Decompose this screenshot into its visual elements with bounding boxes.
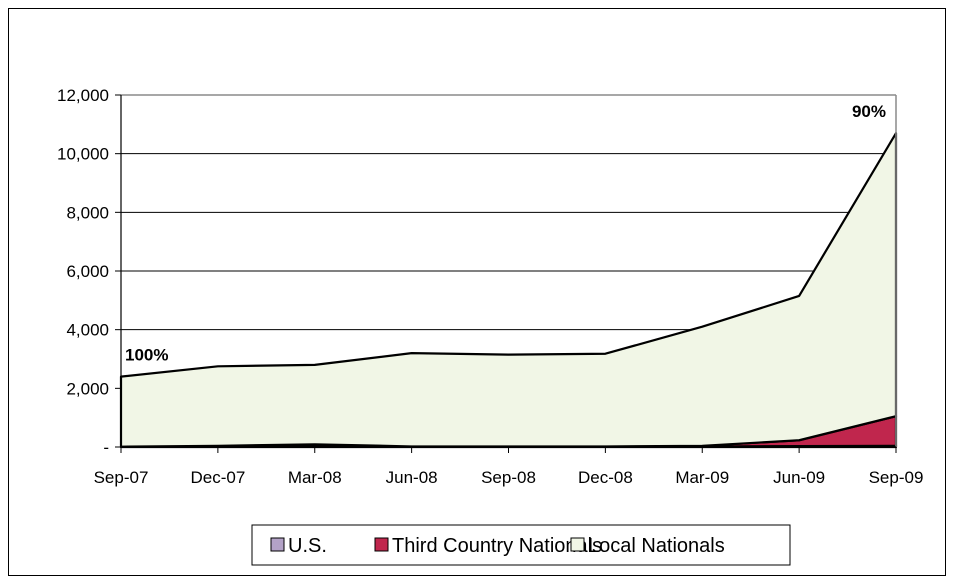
x-tick-label: Jun-08 bbox=[386, 468, 438, 487]
legend-label: Third Country Nationals bbox=[392, 535, 602, 557]
y-tick-label: 4,000 bbox=[66, 321, 109, 340]
legend-swatch bbox=[270, 537, 285, 552]
chart-svg: - 2,000 4,000 6,000 8,000 10,000 12,000 Sep-07 D… bbox=[57, 86, 923, 566]
annotation-label: 100% bbox=[125, 346, 168, 365]
legend-swatch bbox=[570, 537, 585, 552]
tick-labels: - 2,000 4,000 6,000 8,000 10,000 12,000 Sep-07 D… bbox=[57, 86, 923, 487]
axes bbox=[115, 94, 897, 453]
x-tick-label: Mar-08 bbox=[288, 468, 342, 487]
x-tick-label: Dec-08 bbox=[578, 468, 633, 487]
x-tick-label: Sep-09 bbox=[869, 468, 924, 487]
y-tick-label: 6,000 bbox=[66, 262, 109, 281]
x-tick-label: Mar-09 bbox=[675, 468, 729, 487]
x-tick-label: Sep-08 bbox=[481, 468, 536, 487]
legend-swatch bbox=[374, 537, 389, 552]
annotations: 100% 90% bbox=[125, 102, 886, 364]
legend-label: Local Nationals bbox=[588, 535, 725, 557]
x-tick-label: Jun-09 bbox=[773, 468, 825, 487]
y-tick-label: 10,000 bbox=[57, 145, 109, 164]
area-series bbox=[119, 132, 898, 449]
legend-box bbox=[251, 524, 791, 566]
y-tick-label: 12,000 bbox=[57, 86, 109, 105]
y-tick-label: 2,000 bbox=[66, 379, 109, 398]
x-tick-label: Dec-07 bbox=[190, 468, 245, 487]
chart-frame: - 2,000 4,000 6,000 8,000 10,000 12,000 Sep-07 D… bbox=[8, 8, 946, 576]
y-tick-label: 8,000 bbox=[66, 203, 109, 222]
annotation-label: 90% bbox=[852, 102, 886, 121]
area-local-nationals bbox=[119, 132, 898, 448]
y-tick-label: - bbox=[103, 438, 109, 457]
legend-label: U.S. bbox=[288, 535, 327, 557]
x-tick-label: Sep-07 bbox=[94, 468, 149, 487]
